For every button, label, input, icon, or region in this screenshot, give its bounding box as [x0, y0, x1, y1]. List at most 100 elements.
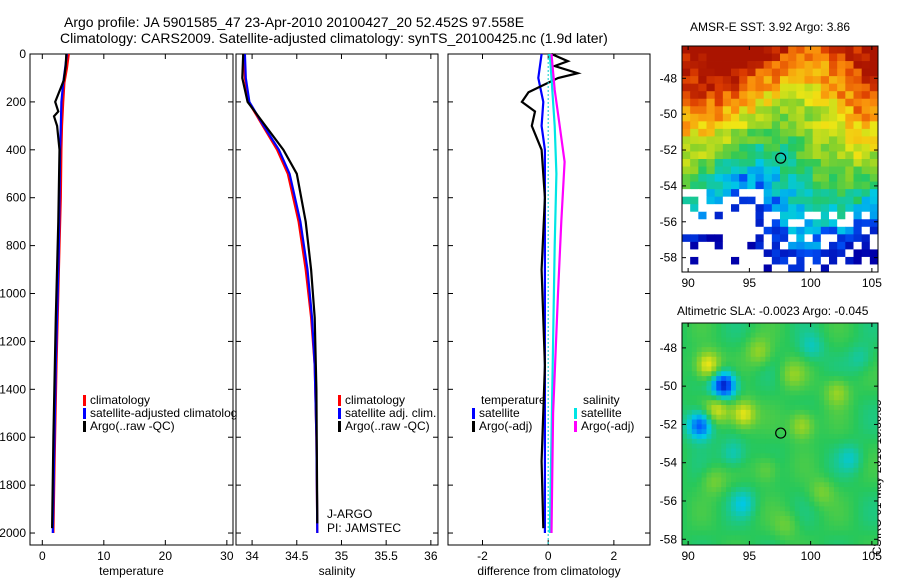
sla-cell — [682, 385, 688, 391]
sla-cell — [706, 496, 712, 502]
sst-cell — [690, 166, 699, 175]
sst-cell — [747, 264, 756, 273]
sla-cell — [706, 337, 712, 343]
sla-cell — [740, 511, 747, 517]
x-tick-label: 100 — [801, 276, 821, 290]
sst-cell — [771, 121, 781, 130]
sla-cell — [814, 356, 820, 363]
sla-cell — [873, 491, 879, 498]
sla-cell — [858, 540, 864, 546]
sst-cell — [682, 106, 691, 115]
sst-cell — [853, 68, 863, 77]
sst-cell — [739, 159, 748, 167]
sla-cell — [843, 405, 849, 411]
sst-cell — [706, 196, 716, 205]
sst-cell — [690, 136, 699, 145]
sla-cell — [863, 540, 869, 546]
sla-cell — [863, 511, 869, 517]
sla-cell — [829, 467, 835, 474]
sla-cell — [814, 477, 820, 483]
sla-cell — [868, 405, 874, 411]
sla-cell — [873, 376, 879, 382]
sst-cell — [739, 68, 748, 77]
sst-cell — [747, 53, 756, 62]
sla-cell — [858, 501, 864, 507]
sla-cell — [755, 525, 761, 531]
legend-swatch — [83, 421, 86, 432]
sla-cell — [731, 472, 737, 478]
sst-cell — [763, 204, 773, 213]
sla-cell — [696, 506, 702, 512]
sla-cell — [804, 414, 810, 420]
sst-cell — [845, 204, 854, 213]
sla-cell — [804, 506, 810, 512]
sst-cell — [780, 46, 789, 54]
sla-cell — [696, 525, 702, 531]
sla-cell — [770, 366, 776, 372]
sst-cell — [714, 226, 724, 235]
sla-cell — [843, 501, 849, 507]
sst-cell — [804, 106, 814, 115]
sla-cell — [814, 458, 820, 464]
sla-cell — [814, 438, 820, 445]
sla-cell — [755, 351, 761, 358]
sla-cell — [843, 506, 849, 512]
sla-cell — [760, 414, 766, 420]
sla-cell — [750, 453, 756, 459]
sst-cell — [690, 159, 699, 167]
sst-cell — [682, 53, 691, 62]
sla-cell — [755, 424, 761, 430]
sla-cell — [765, 337, 771, 343]
sla-cell — [745, 535, 751, 541]
sla-cell — [809, 400, 815, 406]
sla-cell — [853, 342, 859, 348]
sla-cell — [789, 482, 796, 488]
sla-cell — [711, 366, 717, 372]
sla-cell — [784, 380, 791, 387]
sla-cell — [799, 434, 805, 440]
sla-cell — [735, 434, 742, 440]
sla-cell — [745, 361, 751, 367]
sla-cell — [780, 525, 786, 531]
sst-cell — [861, 76, 871, 85]
sst-cell — [706, 91, 716, 100]
sla-cell — [721, 491, 727, 498]
sla-cell — [740, 366, 747, 372]
sst-cell — [747, 68, 756, 77]
sla-cell — [848, 482, 854, 488]
sla-cell — [804, 356, 810, 363]
sst-cell — [763, 226, 773, 235]
sst-cell — [788, 234, 797, 243]
sst-cell — [771, 264, 781, 273]
sst-cell — [763, 136, 773, 145]
sla-cell — [804, 342, 810, 348]
sst-cell — [714, 76, 724, 85]
sla-cell — [735, 429, 742, 435]
sst-cell — [739, 174, 748, 183]
sla-cell — [682, 351, 688, 358]
sst-cell — [731, 226, 740, 235]
sla-cell — [696, 496, 702, 502]
sla-cell — [691, 405, 698, 411]
sla-cell — [711, 434, 717, 440]
sla-cell — [794, 351, 800, 358]
sla-cell — [804, 409, 810, 416]
sst-cell — [780, 143, 789, 152]
sla-cell — [726, 477, 732, 483]
sla-cell — [716, 395, 722, 401]
sla-cell — [824, 429, 830, 435]
float-program-label: J-ARGO — [327, 507, 372, 521]
sst-cell — [682, 76, 691, 85]
sla-cell — [780, 361, 786, 367]
legend-swatch — [338, 408, 341, 419]
sla-cell — [780, 405, 786, 411]
legend-swatch — [472, 408, 475, 419]
sst-cell — [731, 136, 740, 145]
sla-cell — [838, 482, 845, 488]
sst-cell — [837, 83, 846, 92]
sst-cell — [796, 256, 805, 265]
sla-cell — [731, 361, 737, 367]
series-line — [548, 53, 558, 534]
sla-cell — [716, 332, 722, 338]
sla-cell — [784, 491, 791, 498]
